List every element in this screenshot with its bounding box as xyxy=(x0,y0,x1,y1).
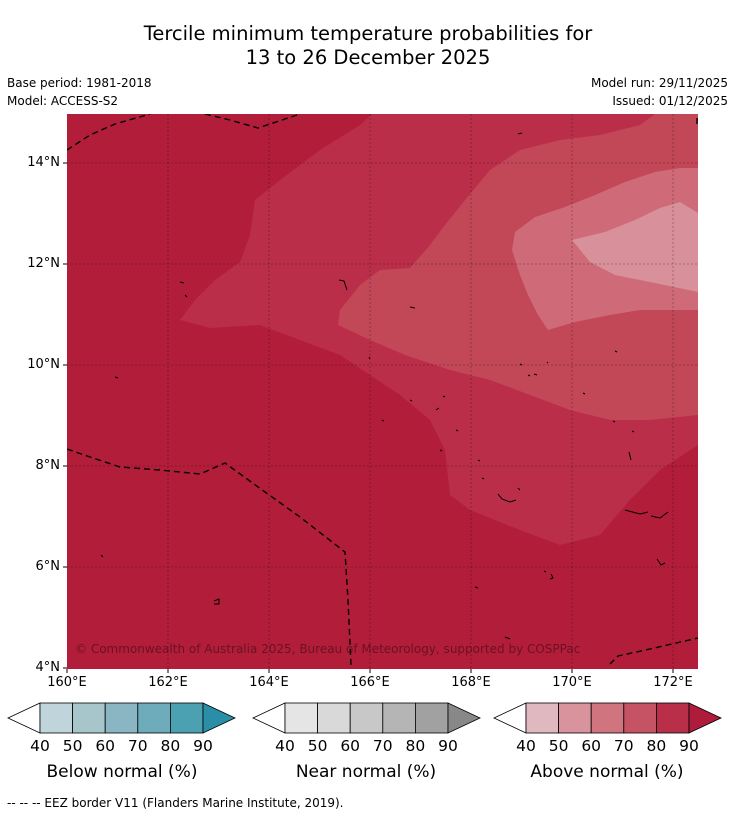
cbar-near-70-80 xyxy=(382,702,416,734)
cbar-tick: 70 xyxy=(127,737,148,755)
lat-label: 12°N xyxy=(27,256,60,271)
lat-label: 6°N xyxy=(35,559,61,574)
chart-title-line1: Tercile minimum temperature probabilitie… xyxy=(143,22,593,45)
cbar-tick: 50 xyxy=(307,737,328,755)
cbar-tick: 90 xyxy=(193,737,213,755)
copyright-notice: © Commonwealth of Australia 2025, Bureau… xyxy=(75,642,580,656)
lon-label: 172°E xyxy=(653,675,693,690)
lon-label: 164°E xyxy=(249,675,289,690)
cbar-tick: 70 xyxy=(372,737,393,755)
chart-title-line2: 13 to 26 December 2025 xyxy=(245,46,491,69)
colorbar-below xyxy=(7,702,236,734)
lon-label: 160°E xyxy=(47,675,87,690)
cbar-near-80-90 xyxy=(414,702,449,734)
cbar-near-over-arrow xyxy=(447,702,481,734)
lon-label: 168°E xyxy=(451,675,491,690)
model-name: Model: ACCESS-S2 xyxy=(7,94,119,108)
cbar-above-over-arrow xyxy=(688,702,722,734)
cbar-tick: 50 xyxy=(548,737,569,755)
eez-footnote: -- -- -- EEZ border V11 (Flanders Marine… xyxy=(7,796,344,810)
model-run: Model run: 29/11/2025 xyxy=(590,76,728,90)
colorbar-above xyxy=(493,702,722,734)
eez-border xyxy=(67,114,698,666)
cbar-above-70-80 xyxy=(623,702,657,734)
cbar-below-40-50 xyxy=(39,702,73,734)
graticule xyxy=(67,114,698,669)
cbar-below-50-60 xyxy=(72,702,106,734)
cbar-above-60-70 xyxy=(590,702,625,734)
cbar-above-80-90 xyxy=(656,702,690,734)
cbar-above-40-50 xyxy=(525,702,559,734)
cbar-tick: 90 xyxy=(679,737,699,755)
cbar-tick: 90 xyxy=(438,737,458,755)
lon-label: 162°E xyxy=(148,675,188,690)
cbar-below-under-arrow xyxy=(7,702,41,734)
cbar-tick: 80 xyxy=(160,737,181,755)
cbar-below-70-80 xyxy=(137,702,171,734)
cbar-tick: 60 xyxy=(95,737,116,755)
region-above-40-50 xyxy=(572,202,698,292)
lon-label: 166°E xyxy=(350,675,390,690)
cbar-near-60-70 xyxy=(349,702,384,734)
lat-label: 14°N xyxy=(27,155,60,170)
legend-above-title: Above normal (%) xyxy=(530,762,684,782)
base-period: Base period: 1981-2018 xyxy=(7,76,152,90)
cbar-tick: 40 xyxy=(516,737,536,755)
cbar-tick: 50 xyxy=(62,737,83,755)
lat-label: 8°N xyxy=(35,458,61,473)
cbar-near-50-60 xyxy=(317,702,351,734)
cbar-tick: 40 xyxy=(30,737,50,755)
legend-below-title: Below normal (%) xyxy=(46,762,198,782)
issued-date: Issued: 01/12/2025 xyxy=(612,94,728,108)
cbar-tick: 70 xyxy=(613,737,634,755)
cbar-below-over-arrow xyxy=(202,702,236,734)
cbar-above-50-60 xyxy=(558,702,592,734)
legend-near-title: Near normal (%) xyxy=(295,762,437,782)
cbar-tick: 60 xyxy=(340,737,361,755)
cbar-tick: 40 xyxy=(275,737,295,755)
cbar-tick: 80 xyxy=(405,737,426,755)
cbar-below-60-70 xyxy=(104,702,139,734)
cbar-above-under-arrow xyxy=(493,702,527,734)
lon-label: 170°E xyxy=(552,675,592,690)
cbar-near-under-arrow xyxy=(252,702,286,734)
cbar-tick: 60 xyxy=(581,737,602,755)
cbar-near-40-50 xyxy=(284,702,318,734)
cbar-below-80-90 xyxy=(169,702,204,734)
islands xyxy=(100,132,669,640)
cbar-tick: 80 xyxy=(646,737,667,755)
colorbar-near xyxy=(252,702,481,734)
lat-label: 10°N xyxy=(27,357,60,372)
lat-label: 4°N xyxy=(35,660,61,675)
tick-marks xyxy=(63,162,674,673)
